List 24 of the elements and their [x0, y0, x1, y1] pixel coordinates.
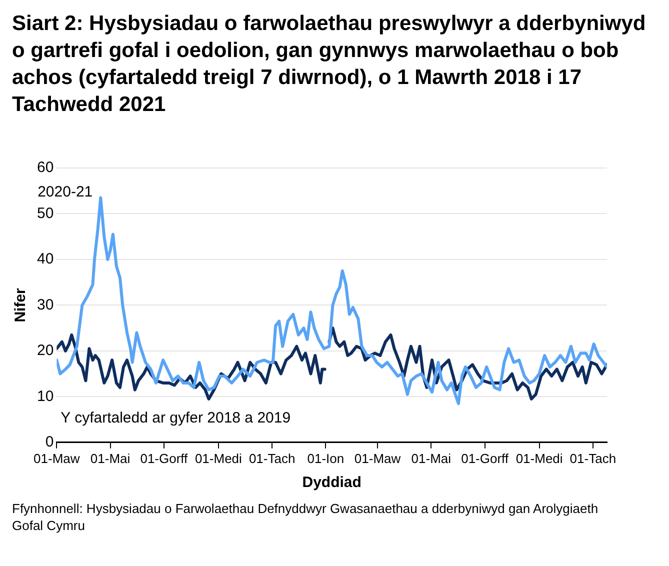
x-tick-label: 01-Ion	[307, 450, 344, 466]
series-label: 2020-21	[38, 183, 93, 200]
chart-title: Siart 2: Hysbysiadau o farwolaethau preswylwyr a dderbyniwyd o gartrefi gofal i oedolion, gan gynnwys marwolaethau o bob achos (cyfartaledd treigl 7 diwrnod), o 1 Mawrth 2018 i 17 Tachwedd 2021	[12, 11, 647, 118]
x-tick-label: 01-Medi	[516, 450, 563, 466]
x-tick-label: 01-Gorff	[461, 450, 509, 466]
text: Ffynhonnell: Hysbysiadau o Farwolaethau Defnyddwyr Gwasanaethau a dderbyniwyd gan Arolygiaeth Gofal Cymru	[12, 500, 600, 534]
y-tick-label: 40	[36, 250, 54, 268]
x-tick-label: 01-Maw	[34, 450, 80, 466]
x-tick-label: 01-Maw	[354, 450, 402, 466]
y-tick-label: 60	[36, 159, 54, 176]
x-tick-label: 01-Tach	[570, 450, 616, 466]
y-tick-label: 0	[45, 434, 54, 451]
y-axis-title: Nifer	[12, 288, 30, 322]
y-tick-label: 20	[36, 342, 54, 360]
x-tick-label: 01-Tach	[248, 450, 296, 466]
text: Y cyfartaledd ar gyfer 2018 a 2019	[60, 410, 291, 427]
x-axis-title: Dyddiad	[302, 474, 362, 492]
y-tick-label: 10	[36, 388, 54, 405]
x-tick-label: 01-Gorff	[140, 450, 188, 466]
y-tick-label: 30	[36, 296, 54, 314]
x-tick-label: 01-Mai	[411, 450, 452, 466]
x-tick-label: 01-Medi	[194, 450, 242, 466]
y-tick-label: 50	[36, 204, 54, 222]
x-tick-label: 01-Mai	[90, 450, 130, 466]
